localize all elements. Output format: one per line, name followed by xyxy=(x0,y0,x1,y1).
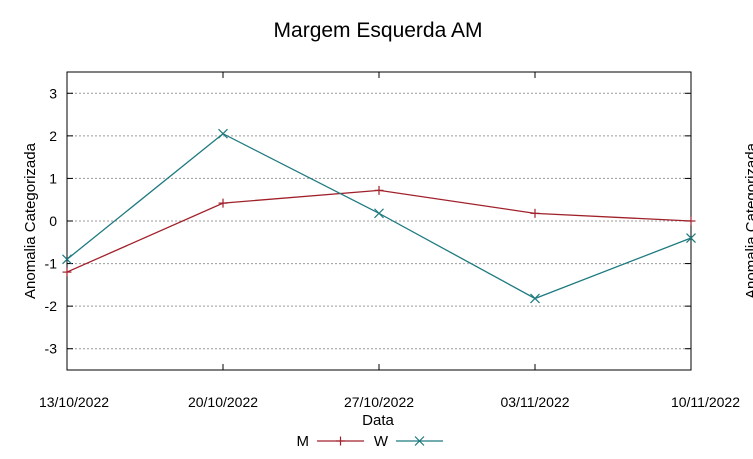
y-tick-label: -3 xyxy=(45,341,58,357)
y-axis-ticks: 3 2 1 0 -1 -2 -3 xyxy=(45,85,691,357)
data-point-M xyxy=(374,185,384,195)
legend-label-M: M xyxy=(297,433,310,450)
x-tick-label: 10/11/2022 xyxy=(671,394,740,410)
x-tick-label: 03/11/2022 xyxy=(500,394,569,410)
data-point-M xyxy=(686,216,696,226)
chart-title: Margem Esquerda AM xyxy=(274,19,483,42)
x-axis-ticks: 13/10/2022 20/10/2022 27/10/2022 03/11/2022… xyxy=(39,72,740,410)
y-tick-label: 1 xyxy=(49,170,57,186)
y-tick-label: 2 xyxy=(49,128,57,144)
x-axis-label: Data xyxy=(362,412,394,429)
series-line-M xyxy=(66,189,692,273)
data-point-W xyxy=(374,208,384,219)
legend-marker-M xyxy=(336,436,345,446)
y-tick-label: -1 xyxy=(45,256,58,272)
y-tick-label: 0 xyxy=(49,213,57,229)
y-axis-label: Anomalia Categorizada xyxy=(22,142,39,299)
legend-label-W: W xyxy=(374,433,389,450)
data-point-M xyxy=(218,198,228,208)
data-point-W xyxy=(686,233,696,243)
data-point-W xyxy=(218,128,228,139)
data-point-M xyxy=(62,267,72,277)
x-tick-label: 27/10/2022 xyxy=(344,394,414,410)
x-tick-label: 13/10/2022 xyxy=(39,394,109,410)
right-y-axis-label: Anomalia Categorizada xyxy=(743,142,753,299)
grid xyxy=(67,92,691,350)
series-group xyxy=(62,128,696,304)
y-tick-label: 3 xyxy=(49,85,57,101)
y-tick-label: -2 xyxy=(45,298,58,314)
data-point-M xyxy=(530,208,540,218)
legend-marker-W xyxy=(414,436,425,446)
x-tick-label: 20/10/2022 xyxy=(188,394,258,410)
data-point-W xyxy=(62,254,72,265)
data-point-W xyxy=(530,293,540,304)
